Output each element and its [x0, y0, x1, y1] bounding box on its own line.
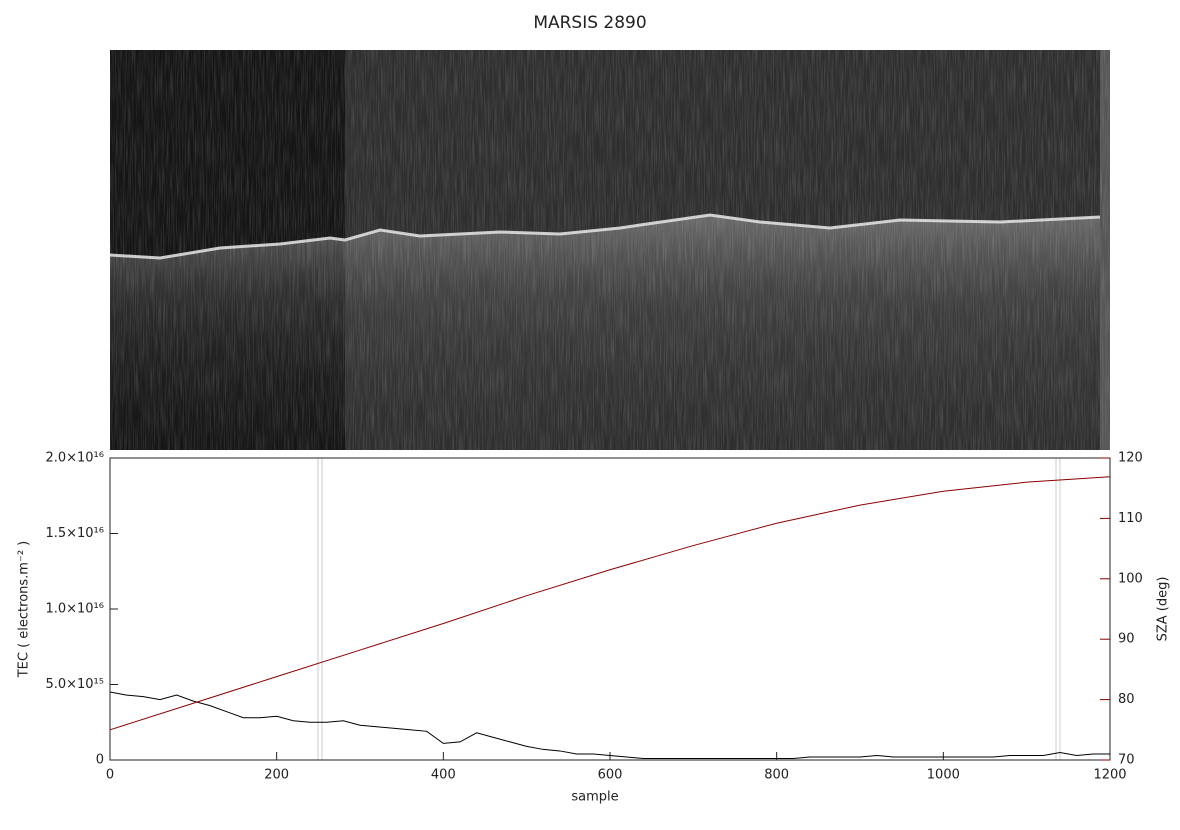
- x-tick-label: 800: [764, 768, 789, 783]
- x-tick-label: 1000: [927, 768, 960, 783]
- y-axis-label: TEC ( electrons.m⁻² ): [17, 541, 32, 679]
- sza-line: [109, 476, 1111, 731]
- x-axis-label: sample: [571, 790, 618, 805]
- y2-tick-label: 90: [1118, 632, 1135, 647]
- x-tick-label: 1200: [1093, 768, 1126, 783]
- y-tick-label: 1.5×10¹⁶: [45, 526, 104, 541]
- y-tick-label: 2.0×10¹⁶: [45, 451, 104, 466]
- y2-tick-label: 110: [1118, 511, 1143, 526]
- y2-axis-label: SZA (deg): [1156, 577, 1171, 642]
- y2-tick-label: 80: [1118, 692, 1135, 707]
- x-tick-label: 400: [431, 768, 456, 783]
- x-tick-label: 0: [106, 768, 114, 783]
- y2-tick-label: 100: [1118, 571, 1143, 586]
- surface-echo: [109, 213, 1101, 260]
- y-tick-label: 1.0×10¹⁶: [45, 602, 104, 617]
- y-tick-label: 5.0×10¹⁵: [45, 677, 104, 692]
- y-tick-label: 0: [96, 753, 104, 768]
- y2-tick-label: 70: [1118, 753, 1135, 768]
- x-tick-label: 600: [598, 768, 623, 783]
- x-tick-label: 200: [264, 768, 289, 783]
- y2-tick-label: 120: [1118, 451, 1143, 466]
- tec-line: [109, 691, 1110, 759]
- radargram-noise: [110, 50, 1110, 450]
- radargram: [109, 50, 1110, 450]
- chart-title: MARSIS 2890: [533, 13, 646, 33]
- plot-frame: [109, 457, 1111, 761]
